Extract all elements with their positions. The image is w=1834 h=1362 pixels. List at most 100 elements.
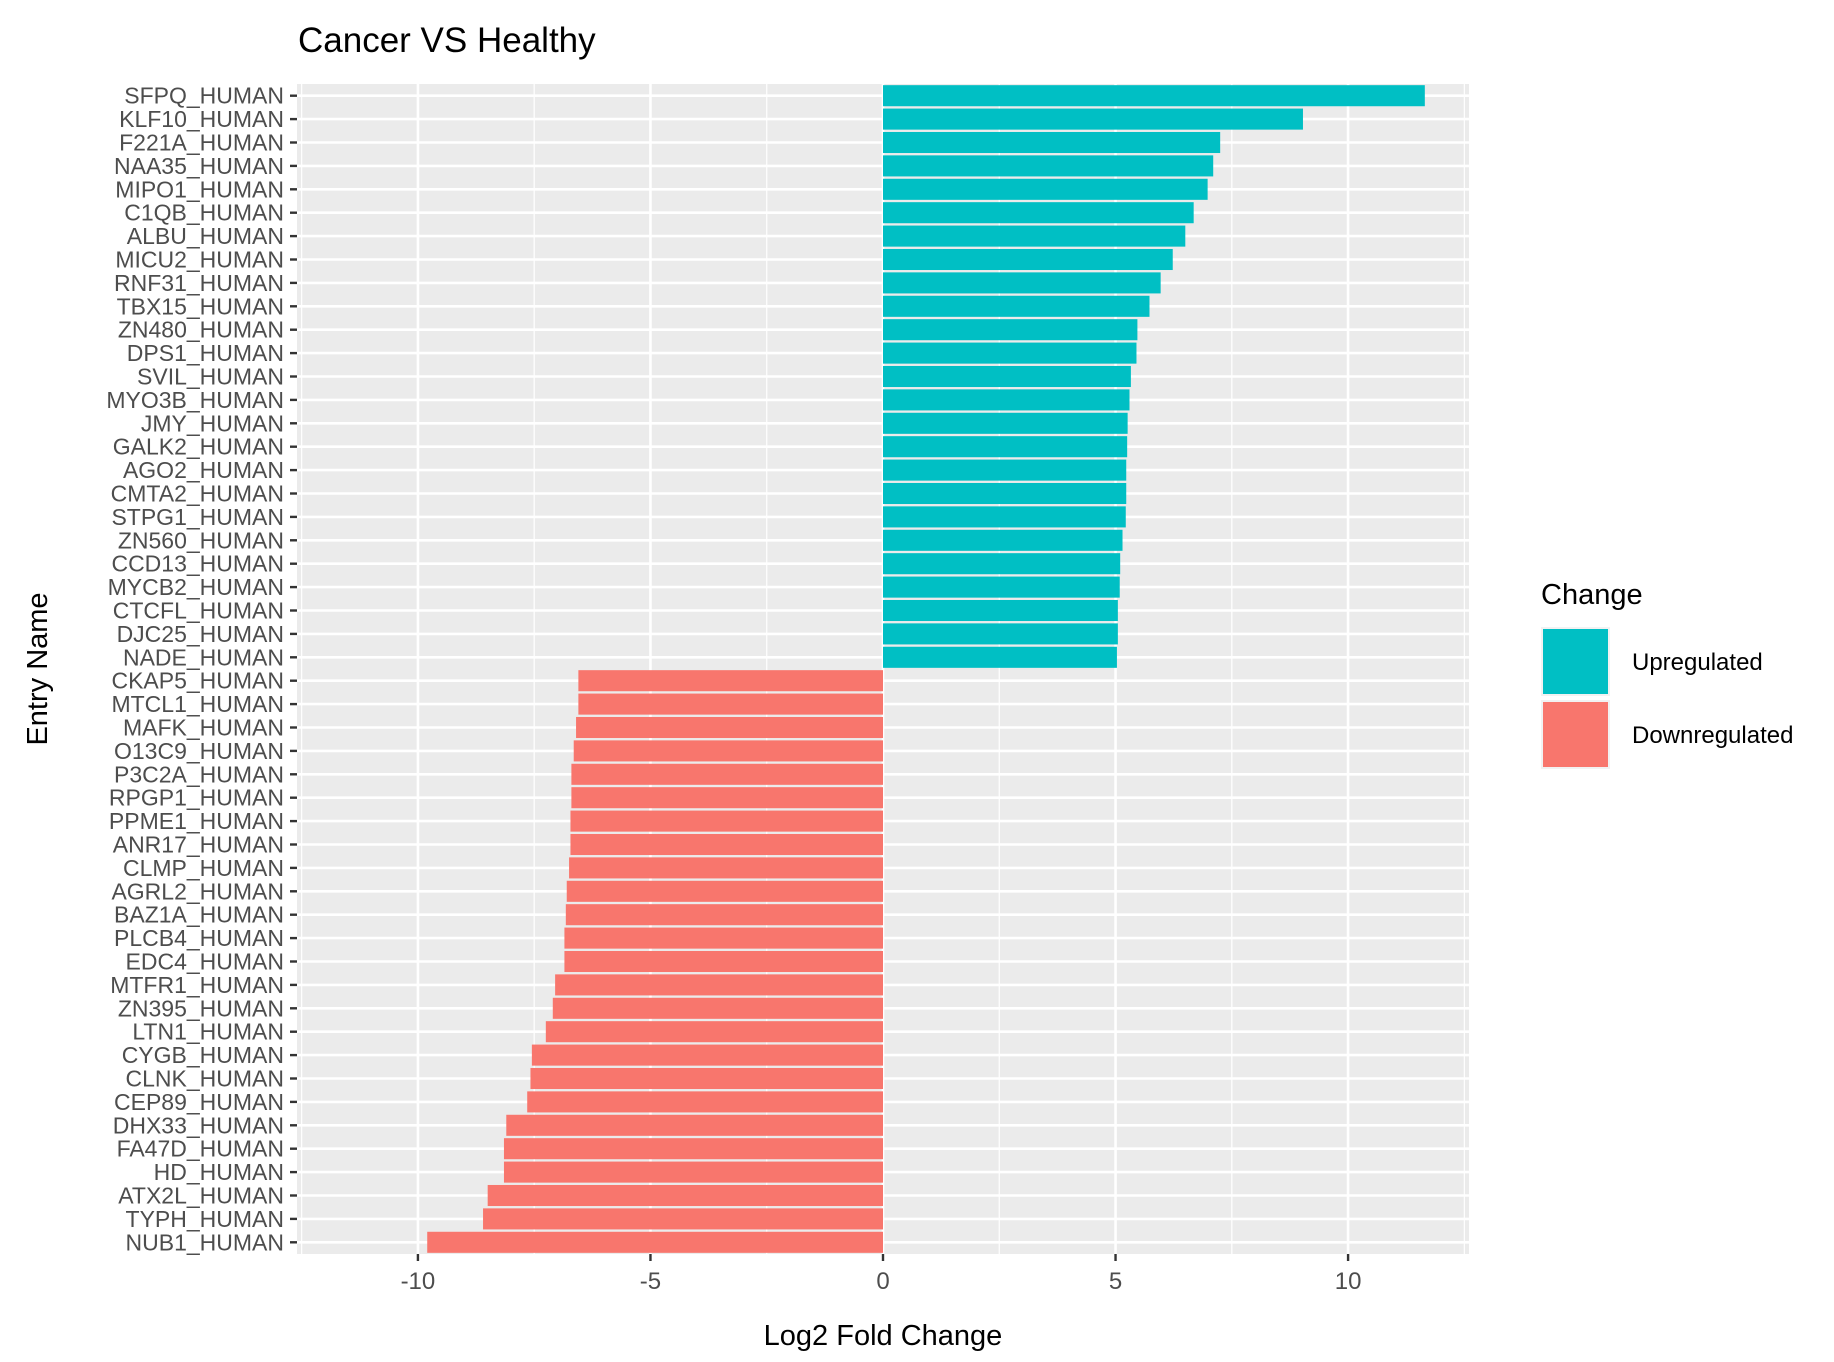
bar-c1qb-human <box>883 202 1194 224</box>
bar-ago2-human <box>883 459 1127 481</box>
bar-o13c9-human <box>573 740 883 762</box>
bar-nade-human <box>883 646 1117 668</box>
bar-mipo1-human <box>883 178 1208 200</box>
x-axis: -10 -5 0 5 10 <box>401 1254 1362 1295</box>
y-tick-label: DHX33_HUMAN <box>113 1112 284 1138</box>
y-tick-label: MTFR1_HUMAN <box>110 972 284 998</box>
y-tick-label: C1QB_HUMAN <box>124 200 284 226</box>
bar-ctcfl-human <box>883 599 1118 622</box>
bar-myo3b-human <box>883 389 1130 411</box>
y-tick-label: GALK2_HUMAN <box>113 434 284 460</box>
y-tick-label: STPG1_HUMAN <box>111 504 284 530</box>
bar-cep89-human <box>527 1091 883 1113</box>
y-tick-label: BAZ1A_HUMAN <box>114 902 284 928</box>
legend-label-downregulated: Downregulated <box>1632 722 1793 749</box>
bar-albu-human <box>883 225 1186 247</box>
x-axis-title: Log2 Fold Change <box>764 1320 1003 1352</box>
bar-ckap5-human <box>578 670 883 692</box>
bar-cmta2-human <box>883 482 1127 505</box>
bar-typh-human <box>483 1208 883 1230</box>
y-tick-label: MIPO1_HUMAN <box>115 176 284 202</box>
y-tick-label: TYPH_HUMAN <box>126 1206 284 1232</box>
bar-mafk-human <box>576 716 883 739</box>
x-tick-label: -5 <box>640 1268 661 1295</box>
bar-mtfr1-human <box>555 974 883 996</box>
bar-atx2l-human <box>487 1184 883 1207</box>
y-tick-label: ATX2L_HUMAN <box>118 1183 284 1209</box>
y-tick-label: KLF10_HUMAN <box>119 106 284 132</box>
y-tick-label: TBX15_HUMAN <box>117 293 284 319</box>
x-tick-label: 0 <box>876 1268 889 1295</box>
y-tick-label: ANR17_HUMAN <box>113 832 284 858</box>
y-tick-label: ZN480_HUMAN <box>118 317 284 343</box>
y-tick-label: MICU2_HUMAN <box>115 247 284 273</box>
bar-anr17-human <box>570 833 883 856</box>
bar-f221a-human <box>883 131 1221 154</box>
y-tick-label: FA47D_HUMAN <box>117 1136 284 1162</box>
chart-title: Cancer VS Healthy <box>298 21 596 60</box>
y-tick-label: SVIL_HUMAN <box>137 364 284 390</box>
y-tick-label: MTCL1_HUMAN <box>111 691 284 717</box>
y-tick-label: LTN1_HUMAN <box>132 1019 284 1045</box>
y-tick-label: MAFK_HUMAN <box>123 715 284 741</box>
bar-zn560-human <box>883 529 1123 551</box>
y-tick-label: PPME1_HUMAN <box>109 808 284 834</box>
bar-djc25-human <box>883 623 1118 645</box>
y-tick-label: SFPQ_HUMAN <box>124 83 284 109</box>
bar-micu2-human <box>883 248 1173 271</box>
x-tick-label: 10 <box>1335 1268 1362 1295</box>
y-tick-label: CMTA2_HUMAN <box>111 481 284 507</box>
bar-p3c2a-human <box>571 763 883 785</box>
y-tick-label: CYGB_HUMAN <box>122 1042 284 1068</box>
y-tick-label: F221A_HUMAN <box>119 130 284 156</box>
bar-nub1-human <box>427 1231 883 1253</box>
bar-ccd13-human <box>883 553 1121 575</box>
bar-stpg1-human <box>883 506 1126 528</box>
bar-cygb-human <box>531 1044 883 1066</box>
y-tick-label: HD_HUMAN <box>154 1159 284 1185</box>
legend-label-upregulated: Upregulated <box>1632 649 1763 676</box>
bar-rnf31-human <box>883 272 1161 294</box>
y-tick-label: ZN560_HUMAN <box>118 527 284 553</box>
legend-title: Change <box>1541 579 1643 611</box>
x-tick-label: -10 <box>401 1268 436 1295</box>
y-tick-label: JMY_HUMAN <box>141 410 284 436</box>
bars <box>427 85 1425 1253</box>
y-tick-label: DJC25_HUMAN <box>117 621 284 647</box>
y-tick-label: NAA35_HUMAN <box>114 153 284 179</box>
y-tick-label: NUB1_HUMAN <box>126 1229 284 1255</box>
bar-plcb4-human <box>564 927 883 949</box>
bar-jmy-human <box>883 412 1128 434</box>
bar-hd-human <box>503 1161 883 1183</box>
y-tick-label: ZN395_HUMAN <box>118 995 284 1021</box>
bar-galk2-human <box>883 436 1128 458</box>
y-tick-label: NADE_HUMAN <box>123 644 284 670</box>
y-tick-label: O13C9_HUMAN <box>114 738 284 764</box>
y-tick-label: CLMP_HUMAN <box>123 855 284 881</box>
bar-ppme1-human <box>570 810 883 832</box>
legend: Change Upregulated Downregulated <box>1541 579 1793 769</box>
bar-mtcl1-human <box>578 693 883 715</box>
bar-agrl2-human <box>566 880 883 902</box>
y-tick-label: RPGP1_HUMAN <box>109 785 284 811</box>
bar-edc4-human <box>564 950 883 973</box>
y-tick-label: MYCB2_HUMAN <box>108 574 284 600</box>
y-axis-title: Entry Name <box>22 592 54 745</box>
bar-tbx15-human <box>883 295 1150 317</box>
bar-mycb2-human <box>883 576 1120 598</box>
bar-clmp-human <box>569 857 883 879</box>
y-tick-label: P3C2A_HUMAN <box>114 761 284 787</box>
bar-rpgp1-human <box>571 787 883 809</box>
y-tick-label: CCD13_HUMAN <box>111 551 284 577</box>
y-tick-label: RNF31_HUMAN <box>114 270 284 296</box>
y-tick-label: DPS1_HUMAN <box>127 340 284 366</box>
y-tick-label: CEP89_HUMAN <box>114 1089 284 1115</box>
bar-dhx33-human <box>506 1114 883 1136</box>
legend-key-upregulated <box>1543 629 1608 694</box>
bar-dps1-human <box>883 342 1137 364</box>
y-tick-label: EDC4_HUMAN <box>126 949 284 975</box>
bar-zn395-human <box>552 997 883 1019</box>
bar-baz1a-human <box>565 904 883 926</box>
y-tick-label: CKAP5_HUMAN <box>111 668 284 694</box>
